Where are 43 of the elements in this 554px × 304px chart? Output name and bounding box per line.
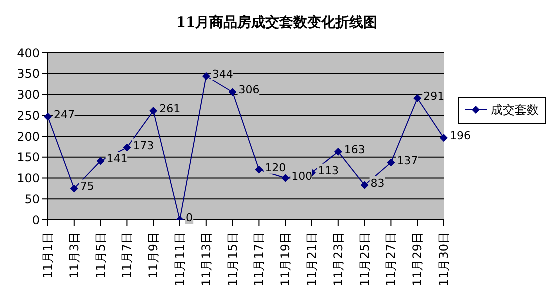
data-label: 163 bbox=[344, 143, 366, 156]
x-tick-label: 11月21日 bbox=[305, 232, 319, 287]
y-tick-label: 150 bbox=[17, 150, 40, 165]
x-tick-label: 11月17日 bbox=[252, 232, 266, 287]
data-label: 291 bbox=[424, 90, 445, 104]
legend-label: 成交套数 bbox=[490, 102, 539, 118]
y-tick-label: 50 bbox=[24, 192, 40, 206]
data-label: 83 bbox=[370, 176, 385, 190]
x-tick-label: 11月7日 bbox=[120, 232, 134, 279]
y-tick-label: 400 bbox=[17, 46, 40, 60]
y-tick-label: 300 bbox=[17, 88, 40, 102]
data-label: 75 bbox=[80, 180, 94, 194]
data-label: 344 bbox=[212, 68, 234, 81]
data-label: 196 bbox=[450, 130, 471, 143]
data-label: 100 bbox=[292, 170, 313, 183]
data-label: 113 bbox=[318, 164, 339, 178]
y-tick-label: 350 bbox=[17, 67, 40, 82]
x-tick-label: 11月25日 bbox=[358, 232, 372, 287]
data-label: 306 bbox=[238, 84, 260, 97]
x-tick-label: 11月1日 bbox=[41, 232, 55, 279]
chart-title: 11月商品房成交套数变化折线图 bbox=[175, 14, 379, 32]
x-tick-label: 11月3日 bbox=[67, 232, 82, 279]
x-tick-label: 11月5日 bbox=[94, 232, 108, 279]
x-tick-label: 11月23日 bbox=[331, 232, 346, 287]
x-tick-label: 11月15日 bbox=[226, 232, 240, 287]
data-label: 173 bbox=[133, 139, 154, 152]
data-label: 141 bbox=[106, 152, 128, 166]
y-tick-label: 200 bbox=[17, 130, 40, 144]
data-label: 247 bbox=[54, 108, 75, 122]
x-tick-label: 11月29日 bbox=[410, 232, 425, 287]
data-label: 261 bbox=[160, 102, 181, 116]
data-label: 0 bbox=[186, 212, 193, 224]
y-tick-label: 250 bbox=[17, 108, 40, 123]
y-tick-label: 100 bbox=[17, 172, 40, 186]
x-tick-label: 11月19日 bbox=[278, 232, 293, 287]
y-tick-label: 0 bbox=[32, 213, 40, 228]
data-label: 137 bbox=[397, 154, 418, 168]
x-tick-label: 11月27日 bbox=[384, 232, 398, 287]
x-tick-label: 11月9日 bbox=[146, 232, 161, 279]
x-tick-label: 11月30日 bbox=[437, 232, 451, 287]
data-label: 120 bbox=[265, 161, 286, 174]
x-tick-label: 11月13日 bbox=[199, 232, 214, 287]
x-tick-label: 11月11日 bbox=[173, 232, 187, 287]
